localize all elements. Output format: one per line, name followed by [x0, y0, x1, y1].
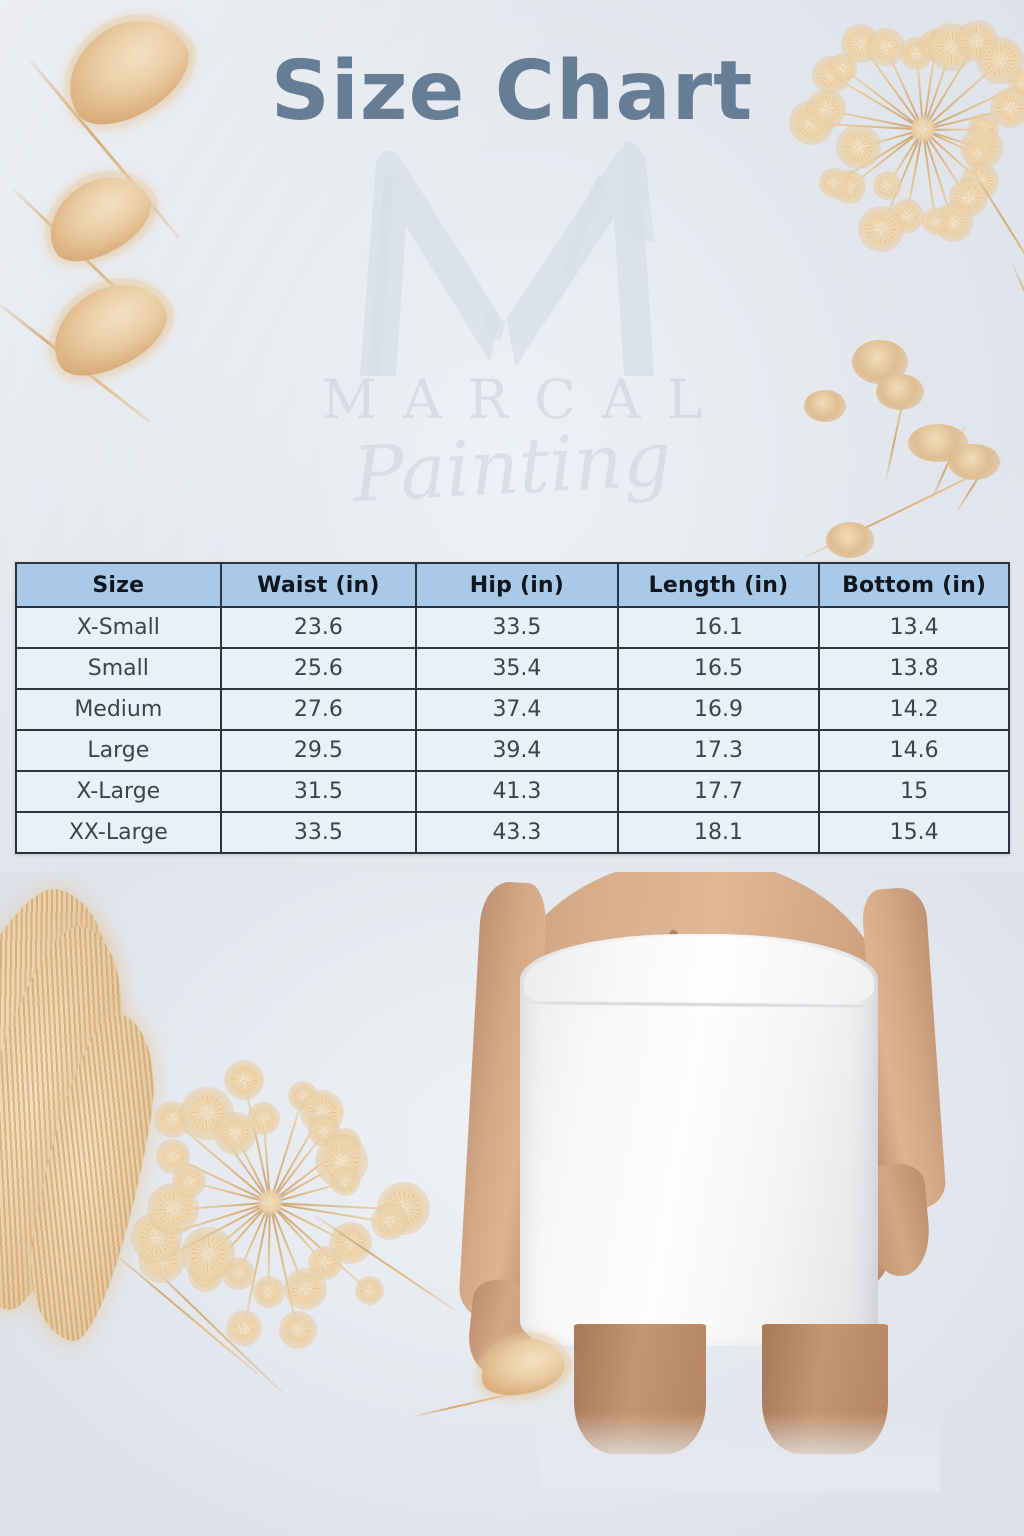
cell-waist: 31.5: [219, 770, 418, 813]
cell-waist: 29.5: [219, 729, 418, 772]
cell-size: X-Large: [15, 770, 222, 813]
cell-bottom: 13.4: [818, 606, 1010, 649]
table-row: X-Small 23.6 33.5 16.1 13.4: [15, 606, 1010, 649]
cell-hip: 39.4: [415, 729, 619, 772]
column-header-size: Size: [15, 562, 222, 608]
table-header-row: Size Waist (in) Hip (in) Length (in) Bot…: [15, 562, 1010, 608]
page-title: Size Chart: [270, 44, 754, 139]
cell-length: 16.1: [616, 606, 821, 649]
cell-length: 18.1: [616, 811, 821, 854]
column-header-hip: Hip (in): [415, 562, 619, 608]
size-chart-table: Size Waist (in) Hip (in) Length (in) Bot…: [15, 562, 1010, 854]
cell-length: 16.5: [616, 647, 821, 690]
cell-waist: 27.6: [219, 688, 418, 731]
cell-bottom: 14.2: [818, 688, 1010, 731]
table-row: X-Large 31.5 41.3 17.7 15: [15, 770, 1010, 813]
product-photo: [0, 872, 1024, 1536]
photo-bottom-fade: [540, 1412, 940, 1492]
column-header-length: Length (in): [616, 562, 821, 608]
column-header-waist: Waist (in): [219, 562, 418, 608]
cell-bottom: 15: [818, 770, 1010, 813]
skirt-waistband: [524, 936, 874, 1012]
cell-waist: 33.5: [219, 811, 418, 854]
table-row: Large 29.5 39.4 17.3 14.6: [15, 729, 1010, 772]
cell-size: X-Small: [15, 606, 222, 649]
cell-bottom: 15.4: [818, 811, 1010, 854]
cell-hip: 35.4: [415, 647, 619, 690]
cell-size: Medium: [15, 688, 222, 731]
cell-hip: 41.3: [415, 770, 619, 813]
table-row: XX-Large 33.5 43.3 18.1 15.4: [15, 811, 1010, 854]
column-header-bottom: Bottom (in): [818, 562, 1010, 608]
cell-bottom: 14.6: [818, 729, 1010, 772]
cell-size: XX-Large: [15, 811, 222, 854]
cell-hip: 33.5: [415, 606, 619, 649]
cell-bottom: 13.8: [818, 647, 1010, 690]
table-row: Small 25.6 35.4 16.5 13.8: [15, 647, 1010, 690]
table-row: Medium 27.6 37.4 16.9 14.2: [15, 688, 1010, 731]
cell-waist: 25.6: [219, 647, 418, 690]
cell-length: 17.7: [616, 770, 821, 813]
cell-length: 16.9: [616, 688, 821, 731]
cell-hip: 37.4: [415, 688, 619, 731]
cell-size: Large: [15, 729, 222, 772]
cell-waist: 23.6: [219, 606, 418, 649]
cell-hip: 43.3: [415, 811, 619, 854]
cell-length: 17.3: [616, 729, 821, 772]
cell-size: Small: [15, 647, 222, 690]
